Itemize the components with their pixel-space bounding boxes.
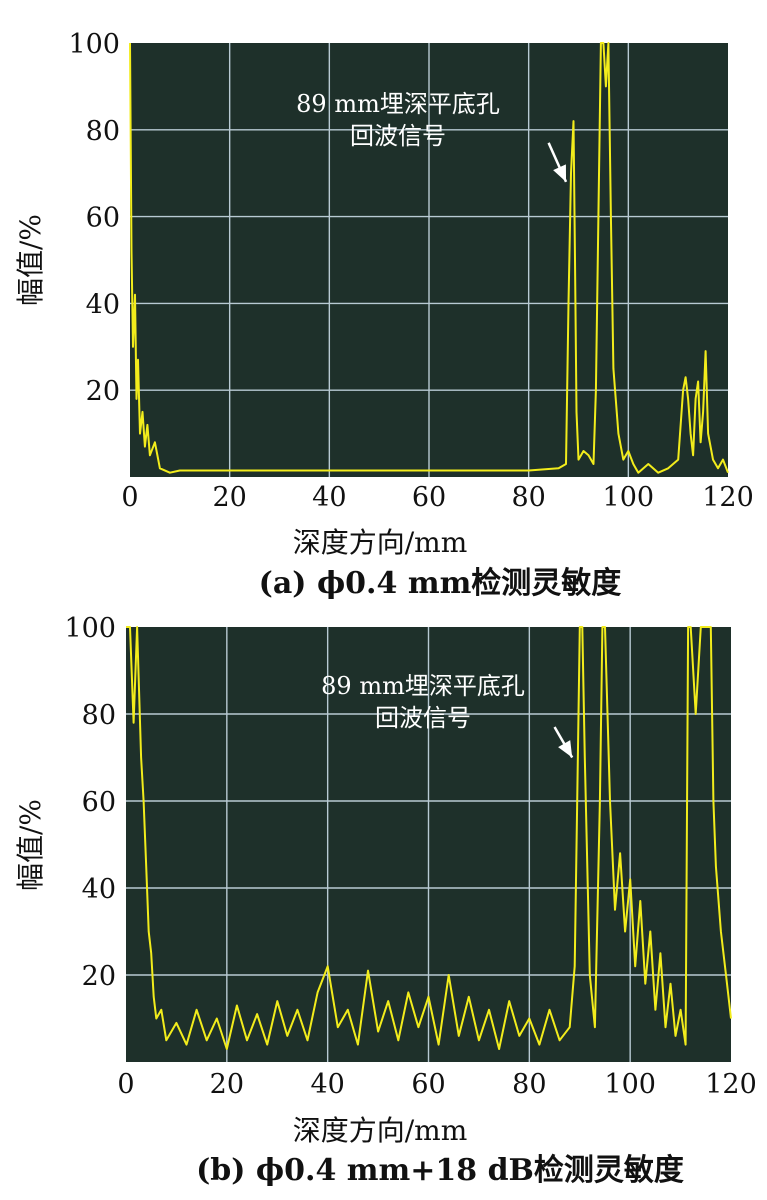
y-tick-label: 40 — [82, 874, 116, 905]
series-line — [129, 42, 729, 474]
y-tick-label: 60 — [86, 203, 120, 234]
x-tick-label: 60 — [411, 1069, 445, 1100]
x-tick-label: 100 — [604, 1069, 656, 1100]
series-line — [126, 626, 732, 1050]
y-tick-label: 20 — [82, 961, 116, 992]
x-tick-label: 20 — [210, 1069, 244, 1100]
x-tick-label: 40 — [312, 482, 346, 513]
y-tick-label: 100 — [68, 29, 120, 60]
annotation-label: 回波信号 — [350, 122, 446, 150]
x-axis-label: 深度方向/mm — [293, 526, 468, 559]
caption-b: (b) ϕ0.4 mm+18 dB检测灵敏度 — [196, 1153, 684, 1188]
chart-panel-b: 0 20 40 60 80 100 120 20 40 60 80 100 深度方向/mm 幅值/% 89 … — [14, 613, 757, 1147]
x-tick-label: 20 — [212, 482, 246, 513]
annotation-arrow-head — [553, 164, 567, 182]
x-tick-label: 0 — [117, 1069, 134, 1100]
annotation-label: 回波信号 — [375, 704, 471, 732]
x-tick-label: 0 — [121, 482, 138, 513]
y-axis-label: 幅值/% — [14, 214, 47, 306]
y-tick-label: 80 — [82, 700, 116, 731]
x-axis-label: 深度方向/mm — [293, 1114, 468, 1147]
annotation-arrow-head — [558, 740, 573, 758]
x-tick-label: 120 — [702, 482, 754, 513]
annotation-label: 89 mm埋深平底孔 — [321, 672, 525, 700]
x-tick-label: 80 — [511, 482, 545, 513]
y-tick-label: 100 — [64, 613, 116, 644]
x-tick-label: 120 — [705, 1069, 757, 1100]
x-tick-label: 80 — [512, 1069, 546, 1100]
y-tick-label: 20 — [86, 376, 120, 407]
y-axis-label: 幅值/% — [14, 799, 47, 891]
y-tick-label: 40 — [86, 289, 120, 320]
x-tick-label: 100 — [603, 482, 655, 513]
y-tick-label: 80 — [86, 116, 120, 147]
x-tick-label: 60 — [412, 482, 446, 513]
x-tick-label: 40 — [310, 1069, 344, 1100]
annotation-label: 89 mm埋深平底孔 — [296, 90, 500, 118]
y-tick-label: 60 — [82, 787, 116, 818]
chart-panel-a: 0 20 40 60 80 100 120 20 40 60 80 100 深度方向/mm 幅值/% 89 … — [14, 29, 754, 559]
caption-a: (a) ϕ0.4 mm检测灵敏度 — [259, 566, 622, 601]
